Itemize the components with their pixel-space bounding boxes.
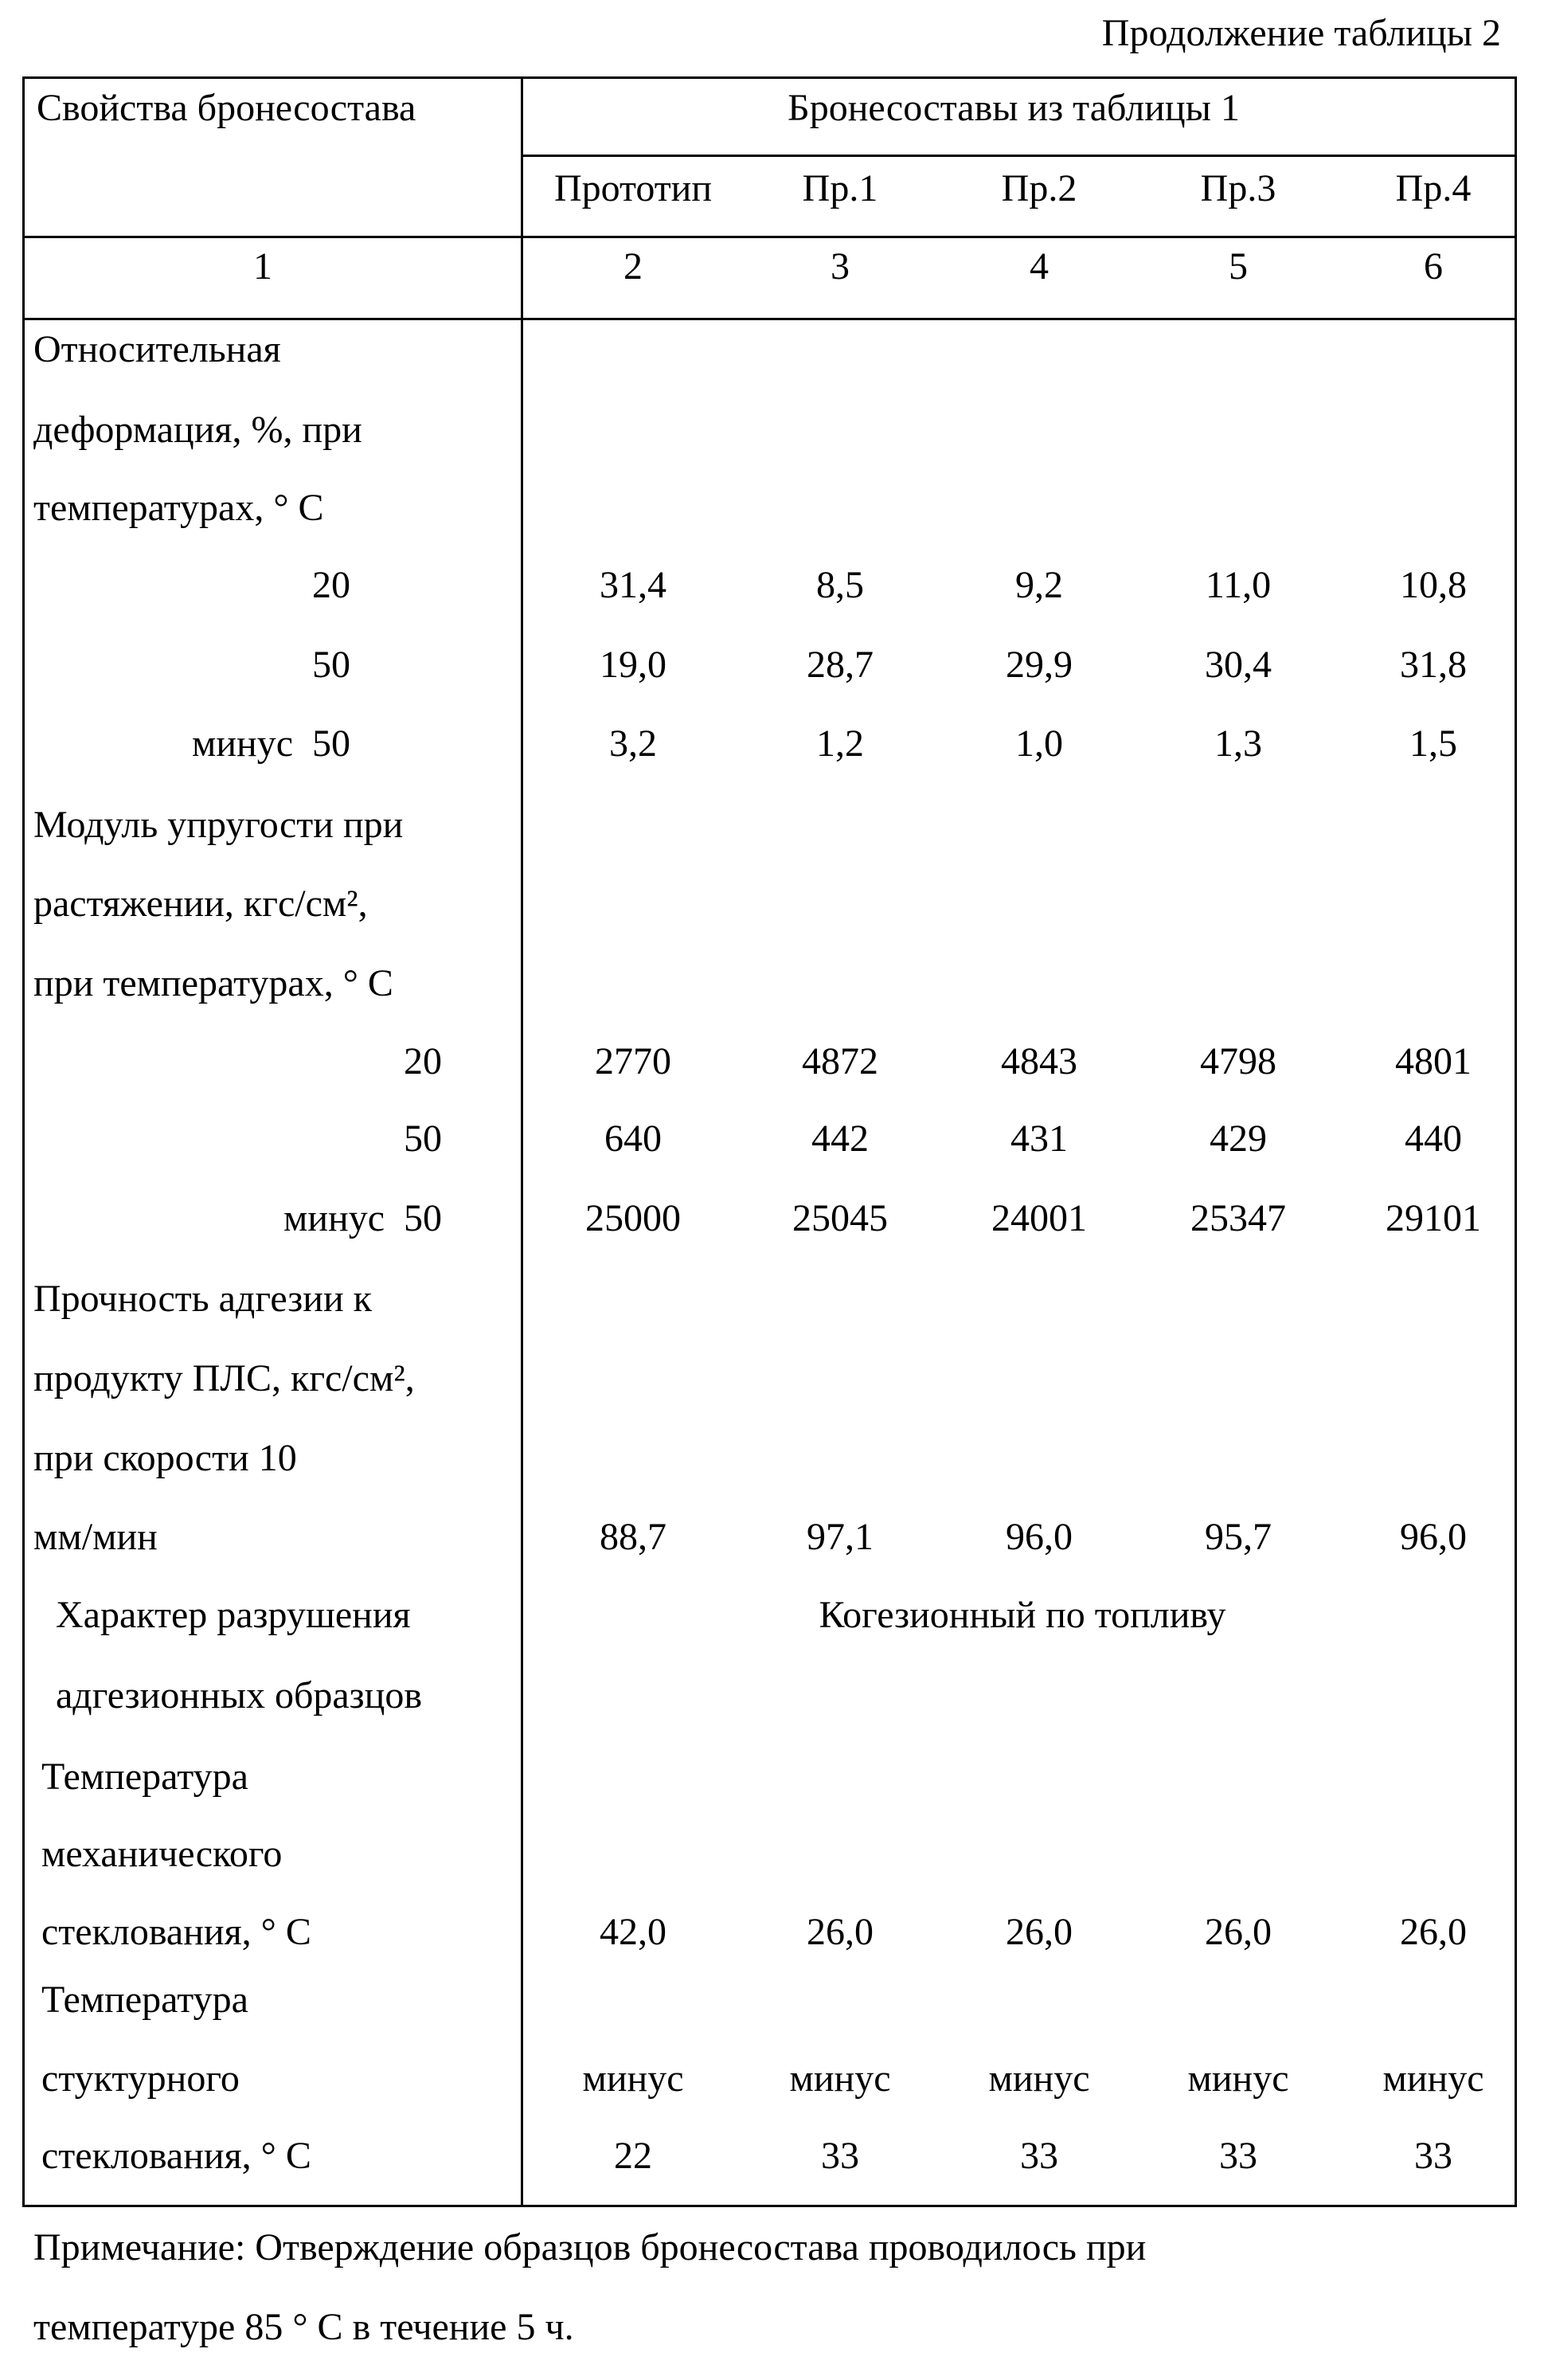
header-divider	[521, 155, 1516, 157]
property-label: температурах, ° С	[33, 489, 324, 527]
caption: Продолжение таблицы 2	[1102, 14, 1501, 53]
numbers-divider	[22, 318, 1517, 320]
table-cell: 10,8	[1400, 566, 1467, 605]
property-label: Характер разрушения	[56, 1596, 411, 1634]
temperature-label: 20	[312, 566, 350, 605]
table-cell: 24001	[991, 1200, 1087, 1238]
table-cell: 429	[1210, 1120, 1267, 1158]
table-cell: 26,0	[1400, 1913, 1467, 1951]
table-cell: 4843	[1001, 1043, 1077, 1081]
table-cell: 96,0	[1006, 1518, 1073, 1556]
column-number: 4	[1030, 248, 1049, 286]
property-label: Относительная	[33, 331, 281, 369]
column-number: 3	[831, 248, 850, 286]
table-cell: минус	[1187, 2060, 1288, 2098]
table-cell: 33	[821, 2137, 859, 2175]
temperature-label: минус 50	[192, 725, 350, 763]
table-border-left	[22, 76, 25, 2207]
column-number: 6	[1424, 248, 1443, 286]
table-cell: минус	[582, 2060, 683, 2098]
column-header: Пр.3	[1201, 170, 1276, 208]
table-cell: 29101	[1386, 1200, 1481, 1238]
table-cell: 33	[1414, 2137, 1452, 2175]
table-cell: 25347	[1190, 1200, 1286, 1238]
table-cell: минус	[988, 2060, 1089, 2098]
table-cell: минус	[1382, 2060, 1483, 2098]
property-label: Температура	[41, 1981, 248, 2019]
property-label: Температура	[41, 1758, 248, 1796]
table-cell: 4798	[1200, 1043, 1276, 1081]
column-number: 5	[1229, 248, 1248, 286]
temperature-label: 50	[312, 646, 350, 684]
property-label: стеклования, ° С	[41, 2137, 311, 2175]
property-label: стеклования, ° С	[41, 1913, 311, 1951]
property-label: мм/мин	[33, 1518, 158, 1556]
table-cell: 33	[1020, 2137, 1058, 2175]
table-cell: 26,0	[807, 1913, 874, 1951]
temperature-label: 50	[404, 1120, 442, 1158]
property-label: Модуль упругости при	[33, 806, 403, 844]
property-label: растяжении, кгс/см²,	[33, 885, 368, 923]
temperature-label: минус 50	[283, 1200, 442, 1238]
property-label: механического	[41, 1835, 282, 1873]
subheader-divider	[22, 236, 1517, 238]
table-cell: 97,1	[807, 1518, 874, 1556]
header-group-title: Бронесоставы из таблицы 1	[788, 89, 1240, 127]
table-cell: 2770	[595, 1043, 671, 1081]
table-cell: 33	[1219, 2137, 1257, 2175]
table-cell: 42,0	[600, 1913, 666, 1951]
column-header: Прототип	[554, 170, 712, 208]
table-cell: 431	[1010, 1120, 1068, 1158]
merged-value: Когезионный по топливу	[819, 1596, 1226, 1634]
property-label: стуктурного	[41, 2060, 240, 2098]
note-line-1: Примечание: Отверждение образцов бронесо…	[33, 2229, 1146, 2267]
table-cell: 96,0	[1400, 1518, 1467, 1556]
table-cell: 8,5	[816, 566, 864, 605]
property-label: Прочность адгезии к	[33, 1280, 372, 1318]
table-cell: 31,4	[600, 566, 666, 605]
table-cell: 3,2	[609, 725, 657, 763]
table-cell: 1,5	[1409, 725, 1457, 763]
table-cell: 28,7	[807, 646, 874, 684]
column-header: Пр.2	[1002, 170, 1077, 208]
column-header: Пр.4	[1396, 170, 1472, 208]
temperature-label: 20	[404, 1043, 442, 1081]
table-cell: 1,0	[1015, 725, 1063, 763]
table-cell: 640	[604, 1120, 662, 1158]
table-cell: 22	[614, 2137, 652, 2175]
table-cell: 1,2	[816, 725, 864, 763]
property-label: при скорости 10	[33, 1439, 297, 1478]
table-cell: 26,0	[1006, 1913, 1073, 1951]
table-cell: 30,4	[1205, 646, 1272, 684]
table-border-bottom	[22, 2205, 1517, 2207]
table-cell: 440	[1405, 1120, 1462, 1158]
column-number: 1	[253, 248, 272, 286]
table-cell: 29,9	[1006, 646, 1073, 684]
column-header: Пр.1	[803, 170, 878, 208]
table-cell: 31,8	[1400, 646, 1467, 684]
table-cell: 26,0	[1205, 1913, 1272, 1951]
table-cell: 442	[811, 1120, 869, 1158]
note-line-2: температуре 85 ° С в течение 5 ч.	[33, 2308, 574, 2347]
property-label: продукту ПЛС, кгс/см²,	[33, 1360, 415, 1398]
table-cell: 11,0	[1206, 566, 1271, 605]
property-label: деформация, %, при	[33, 411, 362, 449]
table-cell: 9,2	[1015, 566, 1063, 605]
column-number: 2	[623, 248, 643, 286]
table-border-right	[1515, 76, 1517, 2207]
table-cell: 4872	[802, 1043, 878, 1081]
table-cell: 4801	[1395, 1043, 1472, 1081]
table-cell: минус	[789, 2060, 890, 2098]
header-property-column: Свойства бронесостава	[37, 89, 416, 127]
column-divider	[521, 76, 523, 2207]
table-border-top	[22, 76, 1517, 79]
table-cell: 25045	[792, 1200, 888, 1238]
property-label: адгезионных образцов	[56, 1677, 422, 1715]
table-cell: 95,7	[1205, 1518, 1272, 1556]
table-cell: 25000	[585, 1200, 681, 1238]
property-label: при температурах, ° С	[33, 965, 393, 1003]
table-cell: 1,3	[1214, 725, 1262, 763]
table-cell: 19,0	[600, 646, 666, 684]
table-cell: 88,7	[600, 1518, 666, 1556]
